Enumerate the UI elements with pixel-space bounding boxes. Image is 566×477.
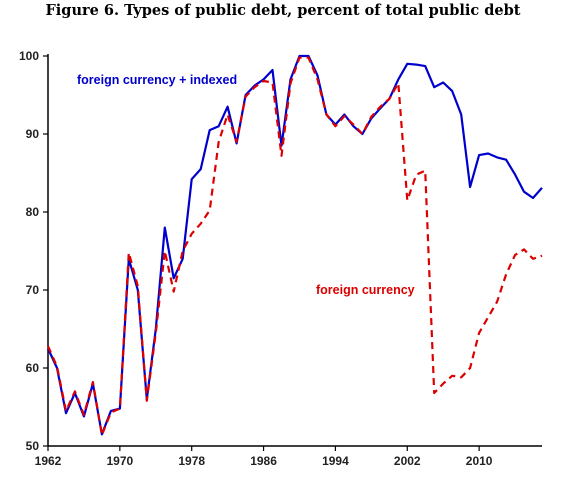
series-layer [46,54,543,437]
chart-axes: 50 60 70 80 90 100 1962 1970 1978 1986 1994 2002 201… [19,49,542,468]
x-tick-label: 1962 [35,454,62,468]
x-tick-label: 1994 [322,454,349,468]
y-tick-label: 70 [26,283,40,297]
series-line-foreign-currency [46,56,543,437]
label-foreign-currency: foreign currency [316,283,415,297]
x-tick-label: 1978 [178,454,205,468]
label-foreign-currency-indexed: foreign currency + indexed [77,73,237,87]
x-tick-label: 1986 [250,454,277,468]
x-tick-label: 1970 [107,454,134,468]
y-tick-label: 50 [26,439,40,453]
series-labels: foreign currency + indexed foreign curren… [77,73,415,297]
y-tick-label: 90 [26,127,40,141]
y-tick-label: 60 [26,361,40,375]
chart-title: Figure 6. Types of public debt, percent … [45,2,521,19]
y-tick-label: 80 [26,205,40,219]
x-tick-label: 2002 [394,454,421,468]
x-tick-label: 2010 [466,454,493,468]
y-tick-label: 100 [19,49,39,63]
